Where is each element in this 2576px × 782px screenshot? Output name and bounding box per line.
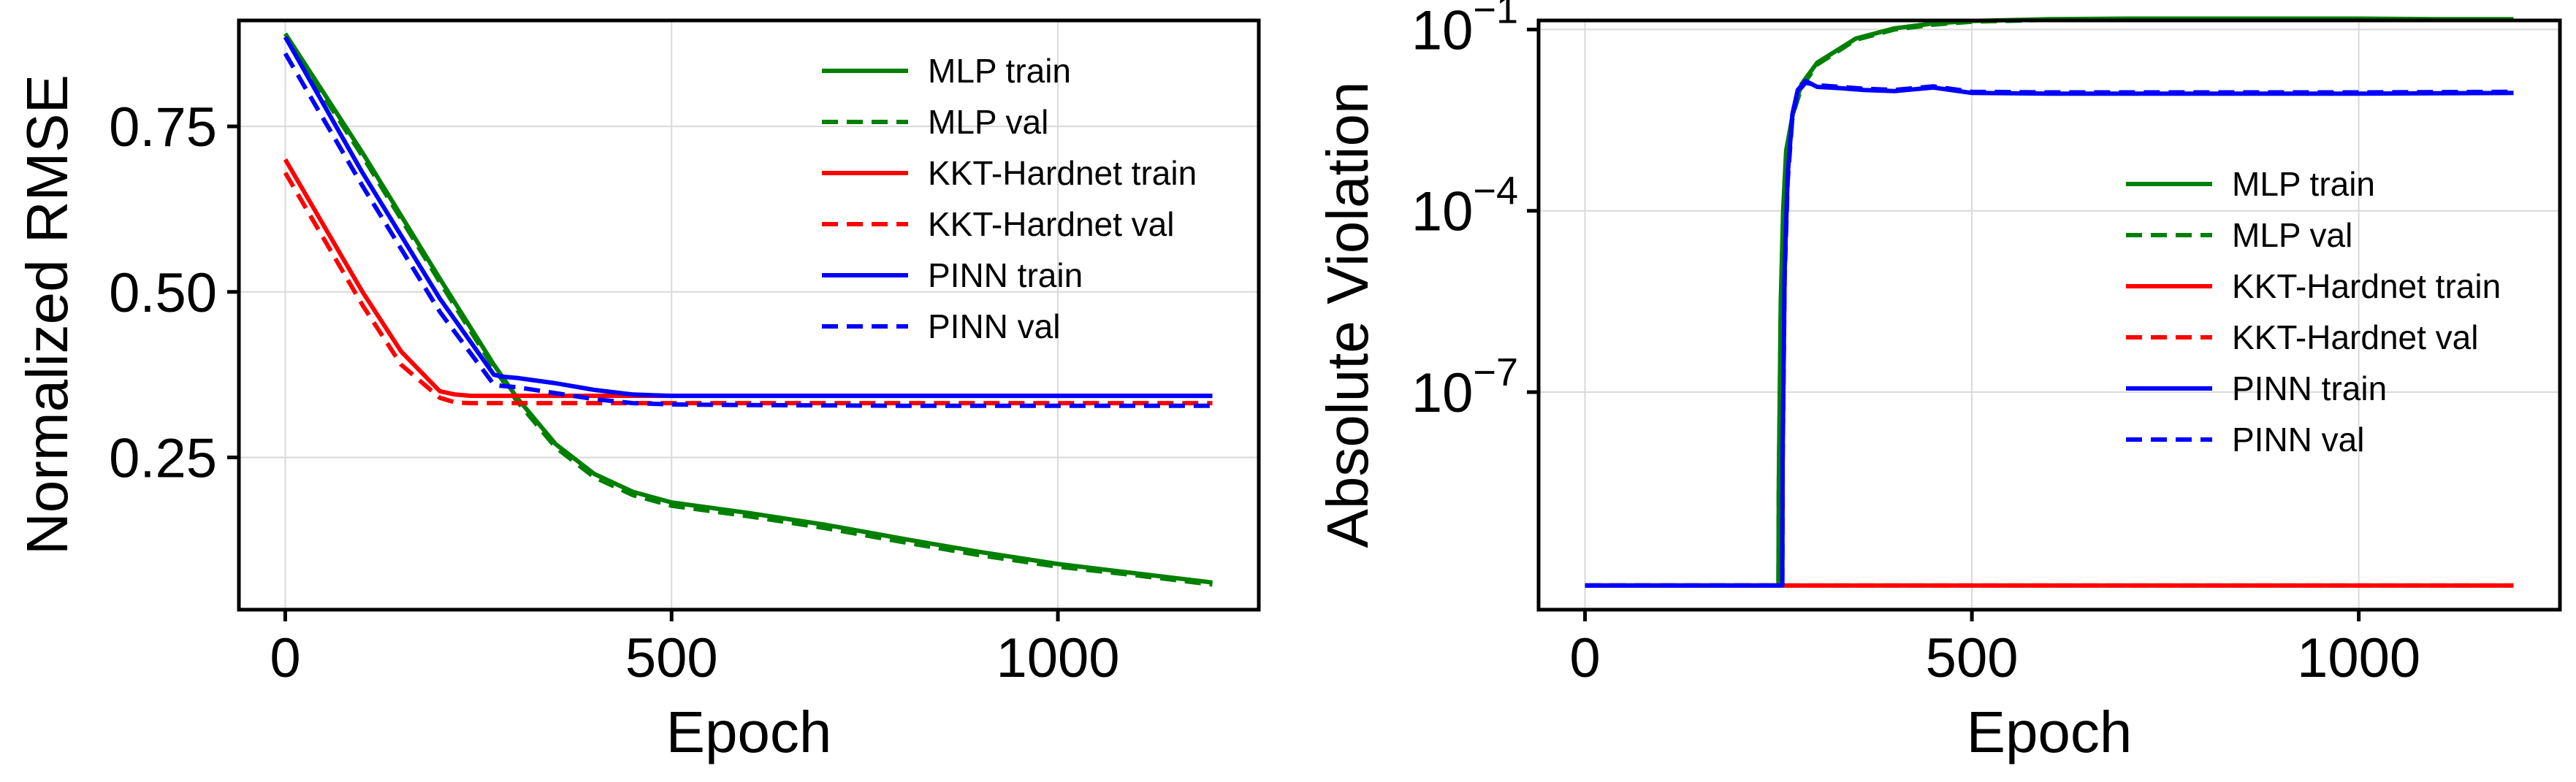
rmse-y-axis-label: Normalized RMSE [15,74,80,555]
violation-x-tick-label: 500 [1926,627,2019,689]
violation-legend: MLP train MLP val KKT-Hardnet train KKT-Har… [2126,165,2501,459]
rmse-series-kkt-hardnet-val [283,172,1213,406]
violation-plot-frame [1536,18,2562,612]
rmse-series-mlp-train [283,32,1213,585]
rmse-chart: 0 500 1000 0.25 0.50 0.75 Epoch Normalized RM… [15,18,1261,764]
rmse-ticks: 0 500 1000 0.25 0.50 0.75 [109,96,1119,689]
violation-legend-label-mlp-train: MLP train [2232,165,2375,203]
violation-y-tick-label: 10−7 [1411,350,1518,424]
rmse-y-tick-label: 0.75 [109,96,217,158]
rmse-series-pinn-train [283,36,1213,399]
rmse-series-mlp-val [283,36,1213,587]
violation-legend-label-mlp-val: MLP val [2232,216,2352,254]
violation-y-tick-base: 10 [1411,362,1474,424]
violation-y-tick-exponent: −4 [1473,169,1518,213]
violation-legend-label-kkt-hardnet-train: KKT-Hardnet train [2232,267,2501,305]
rmse-x-tick-label: 500 [625,627,718,689]
violation-y-tick-base: 10 [1411,181,1474,243]
rmse-gridlines [239,20,1259,610]
violation-y-tick-base: 10 [1411,0,1474,61]
rmse-x-tick-label: 1000 [996,627,1119,689]
violation-series-pinn-val [1585,80,2514,588]
rmse-legend-label-kkt-hardnet-train: KKT-Hardnet train [928,154,1197,192]
rmse-legend-label-mlp-val: MLP val [928,103,1048,141]
rmse-legend-label-mlp-train: MLP train [928,52,1071,90]
rmse-y-tick-label: 0.25 [109,427,217,489]
violation-gridlines [1539,20,2560,610]
violation-y-tick-exponent: −1 [1473,0,1518,31]
violation-x-tick-label: 0 [1569,627,1600,689]
violation-y-tick-label: 10−4 [1411,169,1518,243]
rmse-legend-label-pinn-val: PINN val [928,307,1060,345]
rmse-x-tick-label: 0 [270,627,300,689]
rmse-y-tick-label: 0.50 [109,262,217,324]
violation-x-axis-label: Epoch [1967,699,2133,764]
rmse-series-pinn-val [283,52,1213,408]
violation-y-axis-label: Absolute Violation [1315,82,1380,548]
violation-legend-label-pinn-train: PINN train [2232,369,2387,407]
rmse-x-axis-label: Epoch [666,699,832,764]
rmse-legend: MLP train MLP val KKT-Hardnet train KKT-Har… [822,52,1197,345]
violation-y-tick-exponent: −7 [1473,350,1518,394]
rmse-series [283,32,1213,587]
violation-legend-label-kkt-hardnet-val: KKT-Hardnet val [2232,318,2478,356]
violation-legend-label-pinn-val: PINN val [2232,421,2364,459]
rmse-legend-label-kkt-hardnet-val: KKT-Hardnet val [928,205,1174,243]
violation-y-tick-label: 10−1 [1411,0,1518,61]
violation-x-tick-label: 1000 [2297,627,2420,689]
rmse-plot-frame [237,18,1261,612]
rmse-legend-label-pinn-train: PINN train [928,256,1083,294]
